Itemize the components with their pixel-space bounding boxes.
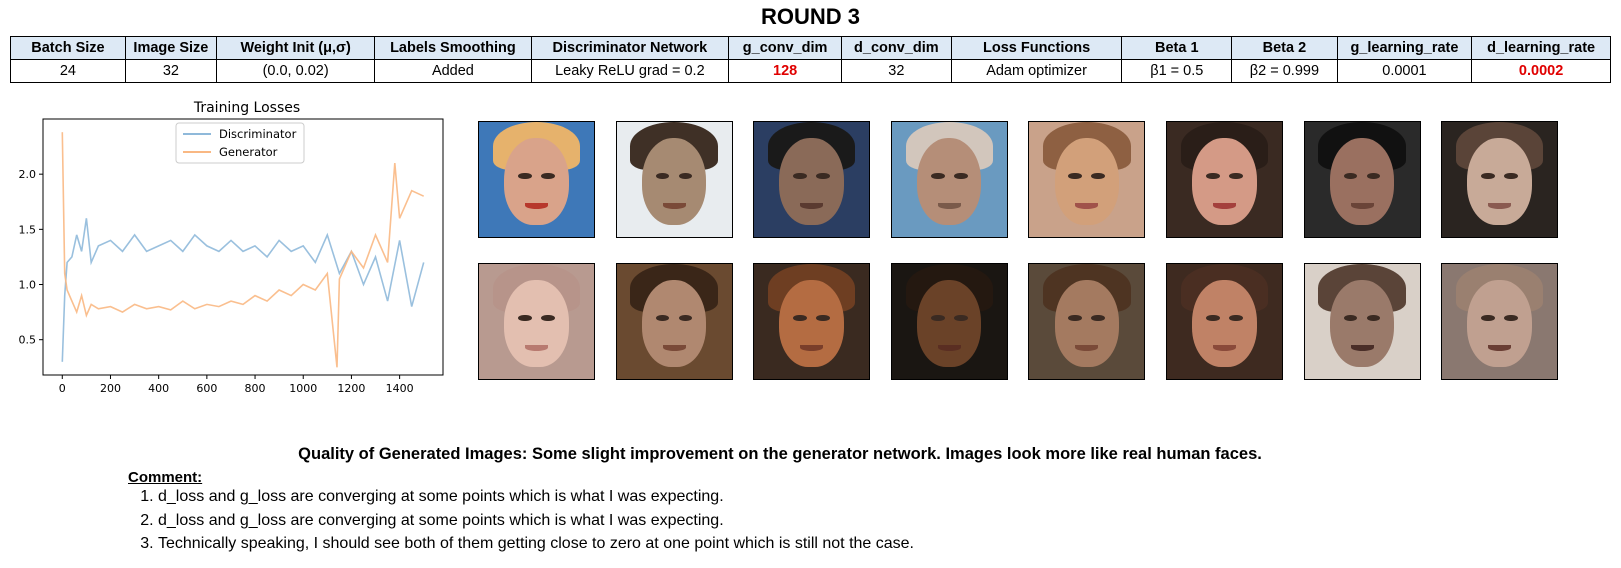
generated-face-image (1166, 121, 1283, 238)
comment-item: d_loss and g_loss are converging at some… (158, 509, 914, 533)
x-tick-label: 0 (59, 382, 66, 395)
generated-face-image (753, 263, 871, 380)
column-header: Beta 2 (1231, 36, 1338, 60)
column-header: Batch Size (10, 36, 126, 60)
legend-label: Generator (219, 145, 278, 159)
generated-face-image (753, 121, 871, 238)
x-tick-label: 1000 (289, 382, 317, 395)
generated-face-image (890, 263, 1008, 380)
y-tick-label: 1.5 (19, 223, 37, 236)
generated-face-image (1441, 121, 1559, 238)
column-header: Loss Functions (950, 36, 1123, 60)
comment-heading: Comment: (128, 469, 203, 486)
generated-face-image (478, 121, 595, 238)
legend-label: Discriminator (219, 127, 297, 141)
column-header: Beta 1 (1121, 36, 1233, 60)
generated-face-image (1303, 263, 1421, 380)
comment-item: d_loss and g_loss are converging at some… (158, 485, 914, 509)
generated-face-image (615, 263, 733, 380)
y-tick-label: 2.0 (19, 168, 37, 181)
generated-face-image (1441, 263, 1559, 380)
generated-face-image (1303, 121, 1421, 238)
series-line-generator (61, 132, 425, 368)
x-tick-label: 800 (245, 382, 266, 395)
comment-item: Technically speaking, I should see both … (158, 532, 914, 556)
table-cell: Leaky ReLU grad = 0.2 (530, 59, 730, 83)
table-cell: 24 (10, 59, 126, 83)
table-cell: Adam optimizer (950, 59, 1123, 83)
table-cell: 0.0001 (1336, 59, 1473, 83)
quality-summary: Quality of Generated Images: Some slight… (298, 445, 1262, 463)
table-cell: (0.0, 0.02) (215, 59, 376, 83)
x-tick-label: 200 (100, 382, 121, 395)
table-header-row: Batch Size Image Size Weight Init (μ,σ) Lab… (10, 36, 1611, 60)
x-tick-label: 1400 (386, 382, 414, 395)
chart-title: Training Losses (193, 100, 300, 116)
column-header: Weight Init (μ,σ) (215, 36, 376, 60)
table-cell: β2 = 0.999 (1231, 59, 1338, 83)
column-header: d_conv_dim (841, 36, 952, 60)
column-header: d_learning_rate (1471, 36, 1611, 60)
training-losses-chart: Training Losses 0 200 400 600 800 1000 1200 140… (19, 100, 444, 395)
generated-face-image (1028, 263, 1146, 380)
generated-face-image (478, 263, 595, 380)
table-cell: Added (374, 59, 532, 83)
column-header: g_conv_dim (728, 36, 842, 60)
x-tick-label: 400 (148, 382, 169, 395)
column-header: Discriminator Network (530, 36, 730, 60)
plot-frame (42, 118, 444, 376)
generated-face-image (1166, 263, 1283, 380)
column-header: Image Size (124, 36, 217, 60)
hyperparameter-table: Batch Size Image Size Weight Init (μ,σ) Lab… (10, 36, 1611, 83)
page-title: ROUND 3 (760, 4, 860, 29)
table-value-row: 24 32 (0.0, 0.02) Added Leaky ReLU grad = 0.… (10, 59, 1611, 83)
table-cell: 32 (124, 59, 217, 83)
column-header: g_learning_rate (1336, 36, 1473, 60)
generated-face-image (1028, 121, 1146, 238)
table-cell: 0.0002 (1471, 59, 1611, 83)
generated-face-image (615, 121, 733, 238)
table-cell: 32 (841, 59, 952, 83)
generated-face-image (890, 121, 1008, 238)
series-line-discriminator (61, 218, 425, 362)
table-cell: 128 (728, 59, 842, 83)
table-cell: β1 = 0.5 (1121, 59, 1233, 83)
y-tick-label: 0.5 (19, 334, 37, 347)
comment-list: d_loss and g_loss are converging at some… (118, 485, 914, 556)
x-tick-label: 600 (196, 382, 217, 395)
column-header: Labels Smoothing (374, 36, 532, 60)
x-tick-label: 1200 (337, 382, 365, 395)
y-tick-label: 1.0 (19, 279, 37, 292)
